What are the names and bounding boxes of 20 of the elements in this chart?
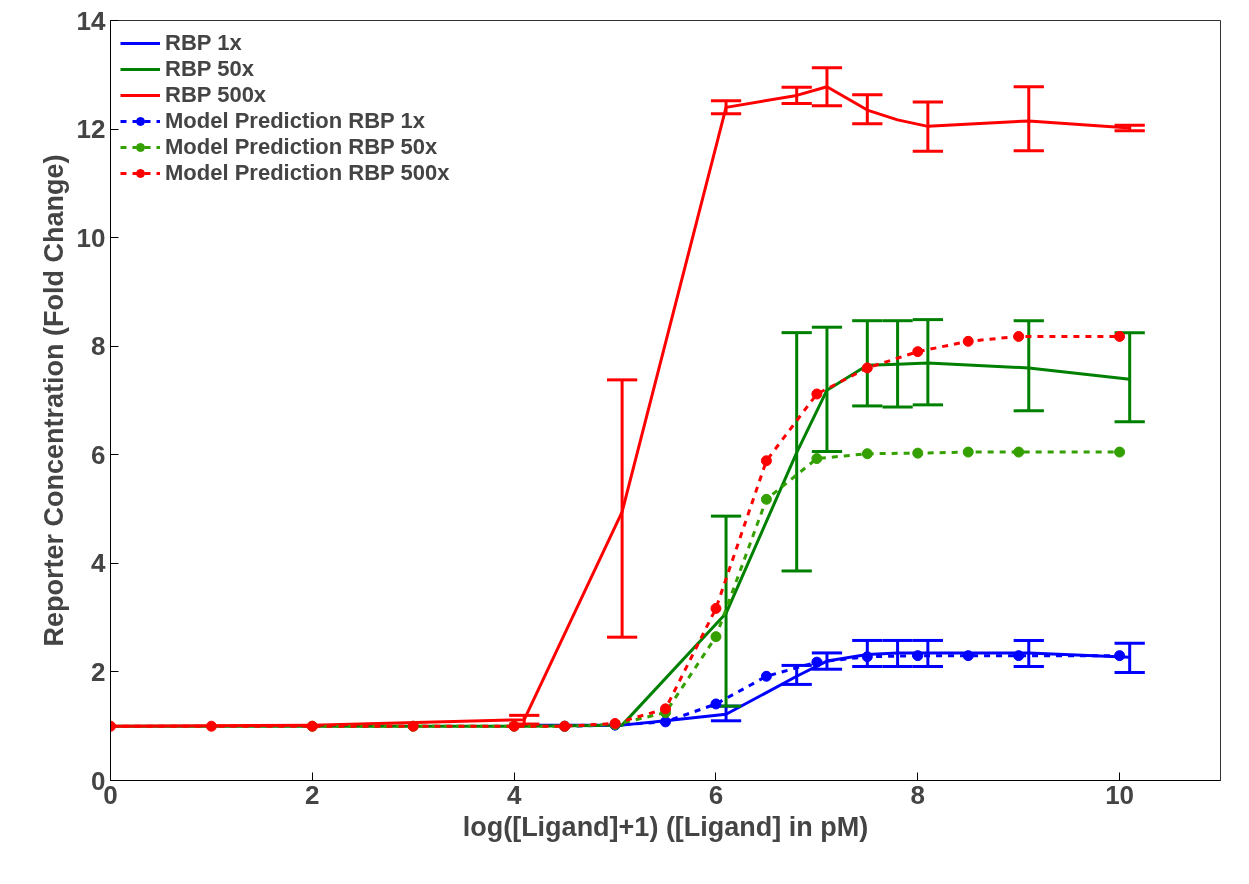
y-tick-label: 14: [76, 5, 107, 36]
y-tick-label: 12: [76, 114, 106, 145]
x-tick-label: 8: [910, 779, 926, 810]
y-tick-label: 10: [76, 222, 106, 253]
x-tick-label: 2: [305, 779, 320, 810]
x-axis-title: log([Ligand]+1) ([Ligand] in pM): [462, 811, 869, 842]
y-axis-title: Reporter Concentration (Fold Change): [38, 154, 69, 647]
x-tick-label: 4: [506, 779, 522, 810]
x-tick-label: 10: [1105, 779, 1135, 810]
legend-label: Model Prediction RBP 1x: [165, 108, 425, 134]
legend-label: Model Prediction RBP 50x: [165, 134, 438, 160]
legend-label: Model Prediction RBP 500x: [165, 160, 450, 186]
y-tick-label: 2: [91, 656, 106, 687]
legend-label: RBP 50x: [165, 56, 254, 82]
legend-label: RBP 500x: [165, 82, 267, 108]
y-tick-label: 6: [91, 439, 106, 470]
legend-label: RBP 1x: [165, 30, 242, 56]
x-tick-label: 6: [708, 779, 724, 810]
y-tick-label: 4: [91, 548, 107, 579]
y-tick-label: 8: [91, 331, 106, 362]
